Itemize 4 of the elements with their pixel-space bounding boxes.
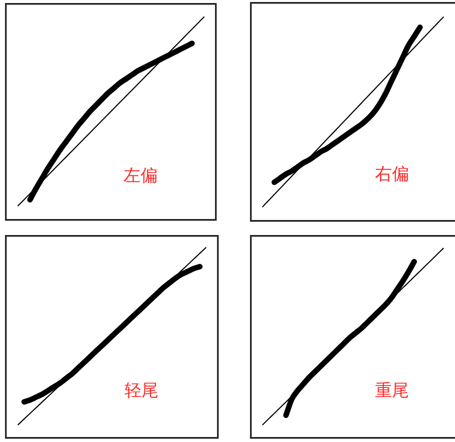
annotation: 左偏 bbox=[123, 166, 158, 186]
annotation: 重尾 bbox=[374, 380, 409, 401]
annotation: 右偏 bbox=[374, 164, 409, 185]
annotation: 轻尾 bbox=[124, 380, 159, 401]
